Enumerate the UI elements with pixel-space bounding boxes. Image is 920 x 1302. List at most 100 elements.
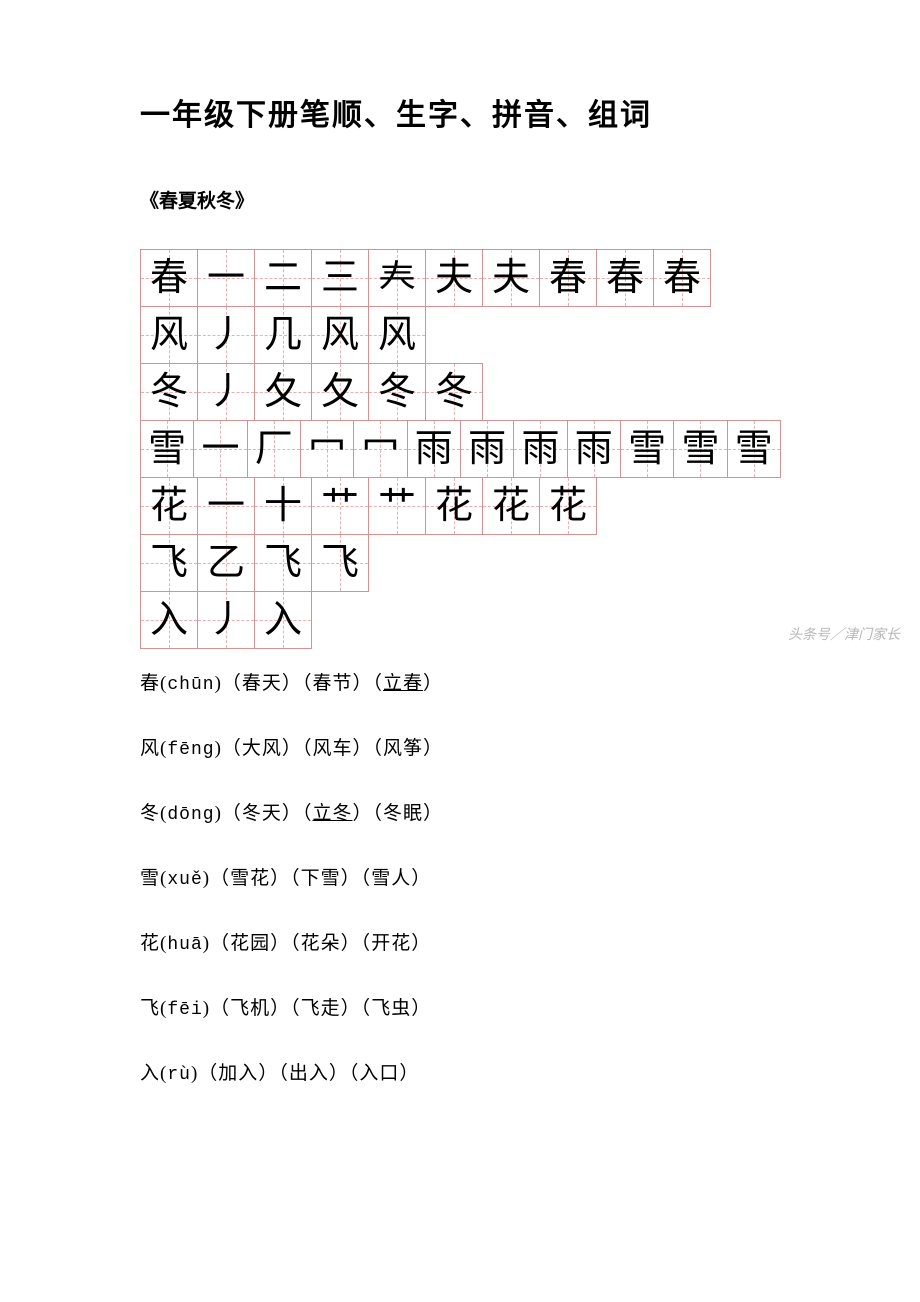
stroke-cell: 丿 [197,306,255,364]
entry-line: 入(rù)（加入）（出入）（入口） [140,1058,780,1085]
entry-word: 入口 [359,1063,399,1084]
stroke-cell: 风 [368,306,426,364]
stroke-cell: 十 [254,477,312,535]
stroke-cell: 一 [193,420,247,478]
stroke-glyph: 雪 [148,430,186,468]
stroke-row: 飞乙飞飞 [140,534,780,591]
entry-pinyin: fēi [167,1000,202,1020]
stroke-glyph: 夫 [492,259,530,297]
stroke-glyph: 几 [264,316,302,354]
stroke-glyph: 春 [606,259,644,297]
stroke-cell: 春 [140,249,198,307]
stroke-glyph: 入 [264,601,302,639]
stroke-cell: 花 [425,477,483,535]
entry-word: 飞机 [230,998,270,1019]
stroke-glyph: 十 [264,487,302,525]
stroke-cell: 乙 [197,534,255,592]
stroke-cell: 一 [197,249,255,307]
entry-char: 冬 [140,803,160,824]
stroke-glyph: 花 [549,487,587,525]
stroke-cell: 丿 [197,363,255,421]
stroke-cell: 雪 [673,420,727,478]
stroke-glyph: 雪 [681,430,719,468]
stroke-glyph: 夂 [264,373,302,411]
entry-word: 加入 [218,1063,258,1084]
stroke-cell: 冬 [368,363,426,421]
stroke-glyph: 飞 [264,544,302,582]
entry-pinyin: huā [167,935,202,955]
stroke-glyph: 风 [150,316,188,354]
stroke-cell: 冖 [300,420,354,478]
stroke-glyph: 夫 [435,259,473,297]
entry-word: 飞虫 [371,998,411,1019]
entry-word: 花朵 [301,933,341,954]
stroke-glyph: 一 [201,430,239,468]
stroke-glyph: 冬 [435,373,473,411]
stroke-glyph: 乙 [207,544,245,582]
stroke-cell: 花 [140,477,198,535]
stroke-cell: 夫 [425,249,483,307]
entry-word: 风车 [312,738,352,759]
stroke-glyph: 丿 [207,316,245,354]
stroke-cell: 夫 [482,249,540,307]
stroke-cell: 风 [140,306,198,364]
stroke-glyph: 春 [663,259,701,297]
entry-pinyin: dōng [167,805,214,825]
entry-word: 花园 [230,933,270,954]
stroke-glyph: 丿 [207,601,245,639]
stroke-cell: 花 [539,477,597,535]
stroke-glyph: 雨 [575,430,613,468]
entry-word: 立春 [383,673,423,694]
section-title: 《春夏秋冬》 [140,186,780,213]
stroke-cell: 𡗗 [368,249,426,307]
stroke-cell: 雨 [567,420,621,478]
entry-char: 雪 [140,868,160,889]
stroke-cell: 一 [197,477,255,535]
stroke-cell: 雨 [460,420,514,478]
stroke-cell: 夂 [254,363,312,421]
stroke-cell: 雨 [407,420,461,478]
entry-word: 飞走 [301,998,341,1019]
stroke-cell: 三 [311,249,369,307]
entry-line: 雪(xuě)（雪花）（下雪）（雪人） [140,863,780,890]
stroke-cell: 冬 [425,363,483,421]
stroke-row: 雪一厂冖冖雨雨雨雨雪雪雪 [140,420,780,477]
entries-list: 春(chūn)（春天）（春节）（立春）风(fēng)（大风）（风车）（风筝）冬(… [140,668,780,1085]
watermark: 头条号／津门家长 [788,624,900,644]
stroke-cell: 飞 [254,534,312,592]
stroke-row: 冬丿夂夂冬冬 [140,363,780,420]
entry-word: 雪花 [230,868,270,889]
stroke-glyph: 飞 [150,544,188,582]
stroke-cell: 花 [482,477,540,535]
stroke-row: 风丿几风风 [140,306,780,363]
entry-word: 春节 [312,673,352,694]
stroke-cell: 飞 [140,534,198,592]
stroke-glyph: 二 [264,259,302,297]
stroke-glyph: 冬 [378,373,416,411]
stroke-cell: 雨 [513,420,567,478]
stroke-cell: 冬 [140,363,198,421]
stroke-cell: 春 [653,249,711,307]
stroke-glyph: 雪 [735,430,773,468]
stroke-glyph: 三 [321,259,359,297]
entry-line: 飞(fēi)（飞机）（飞走）（飞虫） [140,993,780,1020]
stroke-row: 春一二三𡗗夫夫春春春 [140,249,780,306]
entry-word: 立冬 [312,803,352,824]
entry-pinyin: chūn [167,675,214,695]
stroke-glyph: 春 [150,259,188,297]
entry-word: 开花 [371,933,411,954]
stroke-glyph: 风 [321,316,359,354]
entry-word: 出入 [289,1063,329,1084]
stroke-row: 入丿入 [140,591,780,648]
entry-pinyin: fēng [167,740,214,760]
stroke-glyph: 风 [378,316,416,354]
stroke-glyph: 雨 [415,430,453,468]
entry-word: 风筝 [383,738,423,759]
stroke-cell: 艹 [311,477,369,535]
stroke-cell: 风 [311,306,369,364]
stroke-cell: 雪 [620,420,674,478]
stroke-glyph: 花 [150,487,188,525]
stroke-cell: 几 [254,306,312,364]
entry-char: 春 [140,673,160,694]
entry-char: 花 [140,933,160,954]
